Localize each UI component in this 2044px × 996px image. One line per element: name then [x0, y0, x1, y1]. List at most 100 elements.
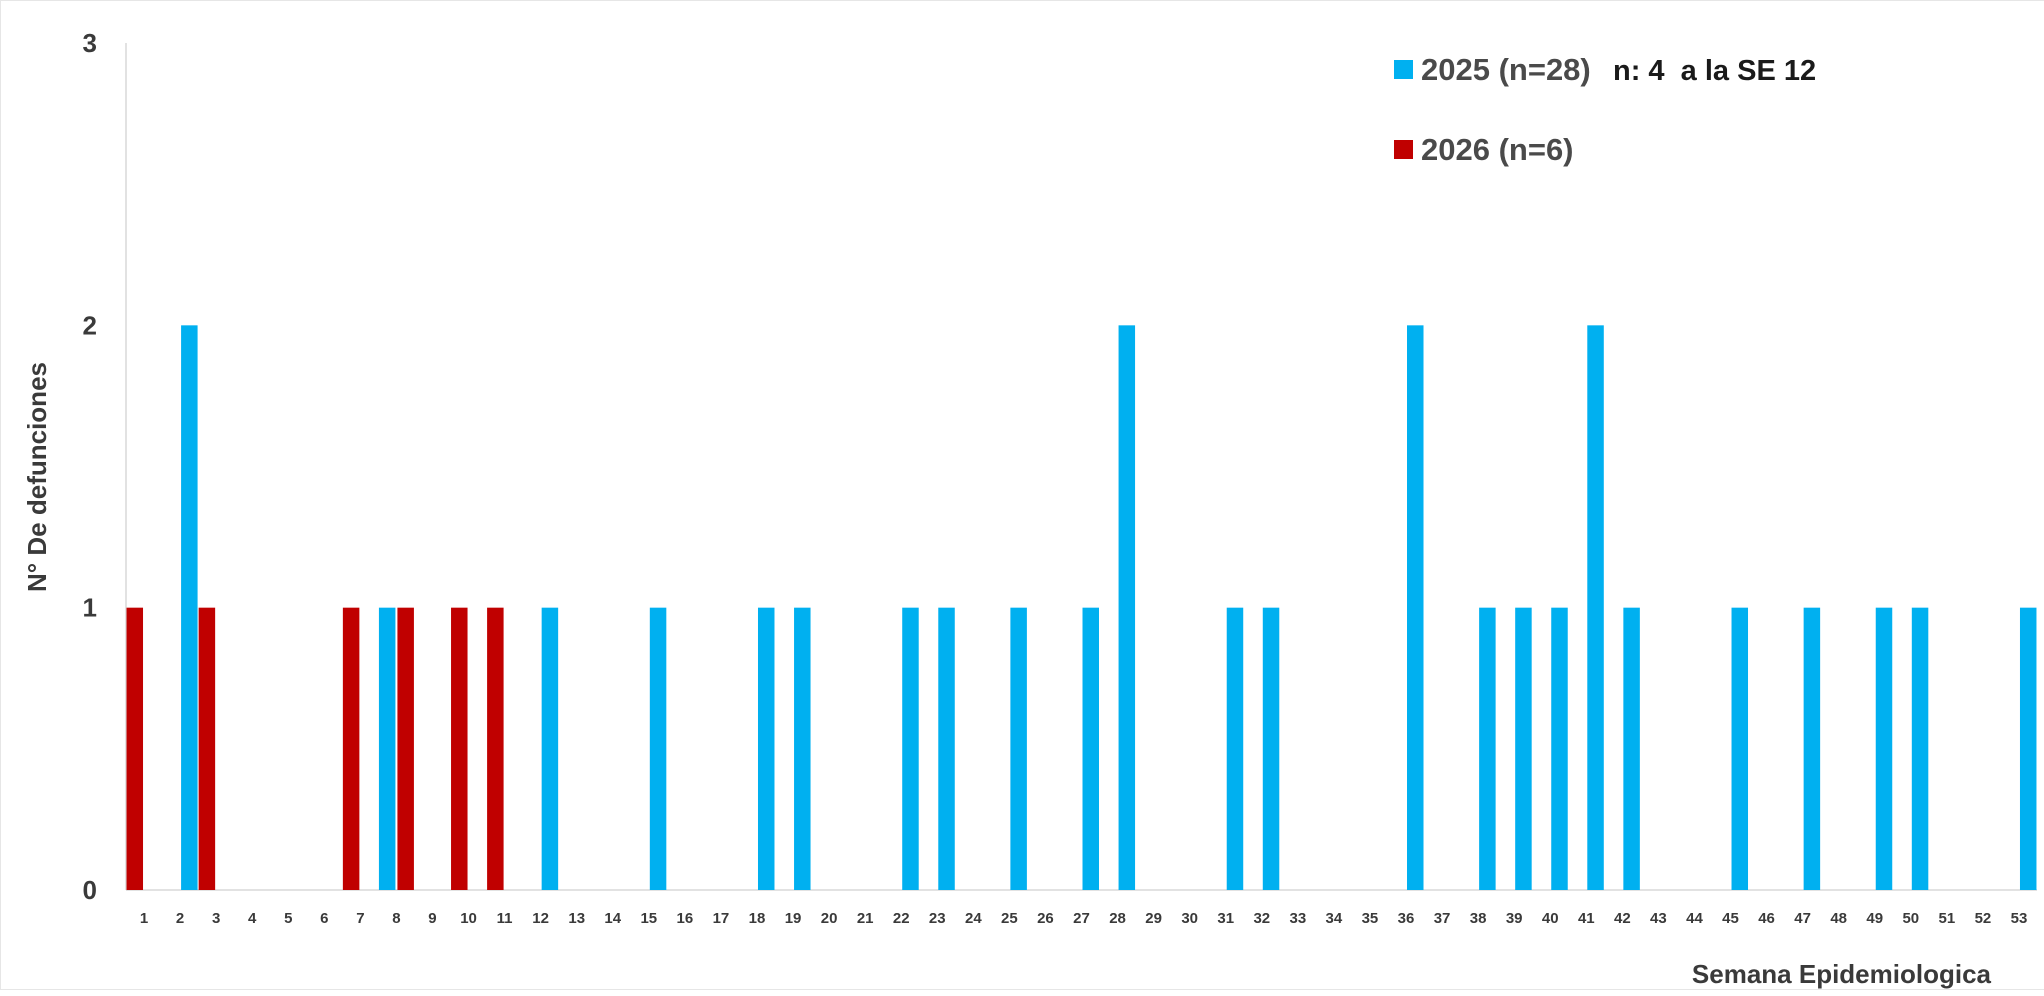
- x-tick-label: 24: [965, 910, 982, 927]
- legend-swatch-2025: [1394, 60, 1413, 79]
- x-tick-label: 28: [1109, 910, 1126, 927]
- x-axis-title: Semana Epidemiologica: [1692, 959, 1992, 989]
- y-tick-label: 2: [83, 310, 97, 340]
- x-tick-label: 29: [1145, 910, 1162, 927]
- bar-2025-se-22: [902, 607, 919, 890]
- x-tick-label: 42: [1614, 910, 1631, 927]
- bar-2025-se-45: [1731, 607, 1749, 890]
- bar-2026-se-7: [342, 607, 360, 890]
- y-tick-label: 1: [83, 593, 97, 623]
- x-tick-label: 31: [1217, 910, 1234, 927]
- x-tick-label: 5: [284, 910, 292, 927]
- bar-2026-se-10: [451, 607, 468, 890]
- x-tick-label: 51: [1939, 910, 1956, 927]
- x-tick-label: 13: [568, 910, 585, 927]
- bar-2025-se-18: [757, 607, 775, 890]
- bar-2025-se-12: [541, 607, 559, 890]
- bar-2025-se-42: [1623, 607, 1640, 890]
- bar-2025-se-8: [378, 607, 396, 890]
- legend-item-2026: 2026 (n=6): [1394, 132, 1574, 167]
- y-axis-ticks: 0 1 2 3: [83, 28, 97, 905]
- x-tick-label: 37: [1434, 910, 1451, 927]
- x-tick-label: 19: [785, 910, 802, 927]
- legend-label-2026: 2026 (n=6): [1421, 132, 1574, 167]
- legend-label-2025: 2025 (n=28): [1421, 52, 1591, 87]
- bar-2025-se-40: [1551, 607, 1568, 890]
- legend-swatch-2026: [1394, 140, 1413, 159]
- x-tick-label: 48: [1830, 910, 1847, 927]
- x-tick-label: 21: [857, 910, 874, 927]
- y-axis-title: N° De defunciones: [22, 362, 52, 592]
- x-tick-label: 17: [713, 910, 730, 927]
- bar-2025-se-38: [1479, 607, 1496, 890]
- x-tick-label: 45: [1722, 910, 1739, 927]
- x-tick-label: 26: [1037, 910, 1054, 927]
- x-tick-label: 47: [1794, 910, 1811, 927]
- x-tick-label: 38: [1470, 910, 1487, 927]
- bar-2025-se-49: [1875, 607, 1893, 890]
- bar-2025-se-31: [1226, 607, 1244, 890]
- x-tick-label: 9: [428, 910, 436, 927]
- x-tick-label: 14: [604, 910, 621, 927]
- bar-2025-se-15: [649, 607, 667, 890]
- x-tick-label: 35: [1362, 910, 1379, 927]
- x-tick-label: 32: [1253, 910, 1270, 927]
- x-axis-ticks: 1 2 3 4 5 6 7 8 9 10 11 12 13 14 15 16 17 18 19 20 21 22 23 24 2…: [140, 910, 2027, 927]
- bar-2025-se-50: [1911, 607, 1929, 890]
- bar-2025-se-47: [1803, 607, 1821, 890]
- x-tick-label: 16: [677, 910, 694, 927]
- x-tick-label: 44: [1686, 910, 1703, 927]
- x-tick-label: 4: [248, 910, 257, 927]
- x-tick-label: 2: [176, 910, 184, 927]
- x-tick-label: 20: [821, 910, 838, 927]
- x-tick-label: 50: [1902, 910, 1919, 927]
- legend-item-2025: 2025 (n=28): [1394, 52, 1591, 87]
- annotation-text: n: 4 a la SE 12: [1613, 55, 1816, 87]
- bar-2025-se-2: [181, 325, 198, 890]
- x-tick-label: 40: [1542, 910, 1559, 927]
- x-tick-label: 52: [1975, 910, 1992, 927]
- x-tick-label: 36: [1398, 910, 1415, 927]
- bar-2025-se-53: [2019, 607, 2037, 890]
- x-tick-label: 25: [1001, 910, 1018, 927]
- y-tick-label: 0: [83, 875, 97, 905]
- bar-2025-se-23: [938, 607, 955, 890]
- bar-2026-se-11: [487, 607, 504, 890]
- bar-2026-se-3: [198, 607, 216, 890]
- x-tick-label: 23: [929, 910, 946, 927]
- y-tick-label: 3: [83, 28, 97, 58]
- bar-2025-se-39: [1515, 607, 1532, 890]
- x-tick-label: 34: [1326, 910, 1343, 927]
- x-tick-label: 30: [1181, 910, 1198, 927]
- x-tick-label: 43: [1650, 910, 1667, 927]
- x-tick-label: 39: [1506, 910, 1523, 927]
- bar-2025-se-32: [1262, 607, 1280, 890]
- x-tick-label: 3: [212, 910, 220, 927]
- x-tick-label: 11: [497, 910, 513, 927]
- bar-2025-se-41: [1587, 325, 1604, 890]
- bars: [126, 325, 2037, 890]
- x-tick-label: 7: [356, 910, 364, 927]
- x-tick-label: 53: [2011, 910, 2028, 927]
- x-tick-label: 15: [640, 910, 657, 927]
- x-tick-label: 41: [1578, 910, 1595, 927]
- x-tick-label: 12: [532, 910, 549, 927]
- bar-2026-se-8: [397, 607, 414, 890]
- x-tick-label: 18: [749, 910, 766, 927]
- bar-2025-se-19: [794, 607, 811, 890]
- x-tick-label: 1: [140, 910, 148, 927]
- x-tick-label: 33: [1289, 910, 1306, 927]
- bar-2026-se-1: [126, 607, 144, 890]
- x-tick-label: 27: [1073, 910, 1090, 927]
- x-tick-label: 22: [893, 910, 910, 927]
- bar-2025-se-27: [1082, 607, 1099, 890]
- x-tick-label: 8: [392, 910, 400, 927]
- x-tick-label: 49: [1866, 910, 1883, 927]
- legend: 2025 (n=28) 2026 (n=6): [1394, 52, 1591, 167]
- bar-2025-se-36: [1407, 325, 1424, 890]
- bar-2025-se-28: [1118, 325, 1136, 890]
- x-tick-label: 46: [1758, 910, 1775, 927]
- x-tick-label: 10: [460, 910, 477, 927]
